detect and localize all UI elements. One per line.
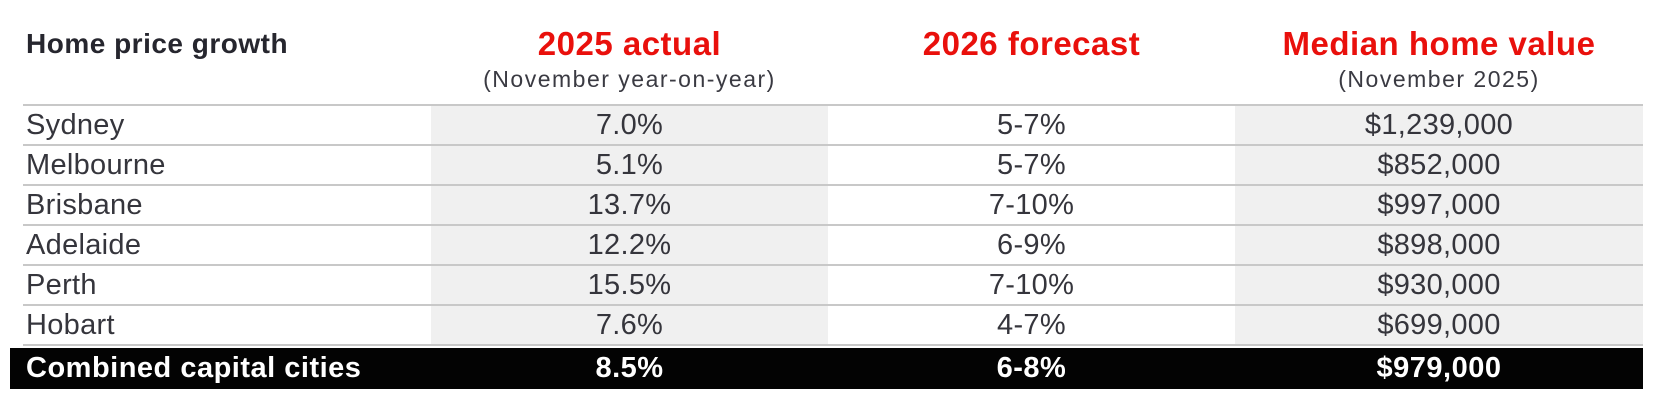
summary-label-cell: Combined capital cities — [26, 352, 362, 384]
city-cell: Adelaide — [26, 228, 142, 261]
actual-2025-cell: 12.2% — [431, 226, 828, 264]
median-value-cell: $699,000 — [1235, 306, 1643, 344]
table-row-perth: Perth 15.5% 7-10% $930,000 — [23, 264, 1643, 304]
city-cell: Sydney — [26, 108, 125, 141]
forecast-2026-cell: 7-10% — [988, 188, 1075, 221]
city-cell: Melbourne — [26, 148, 166, 181]
summary-actual-2025-cell: 8.5% — [595, 352, 664, 384]
table-body: Sydney 7.0% 5-7% $1,239,000 Melbourne 5.… — [23, 104, 1643, 346]
summary-median-value-cell: $979,000 — [1376, 352, 1502, 384]
column-subheader-2025-actual: (November year-on-year) — [483, 66, 776, 92]
column-header-2025-actual: 2025 actual — [537, 25, 722, 62]
actual-2025-cell: 7.6% — [431, 306, 828, 344]
forecast-2026-cell: 4-7% — [997, 308, 1066, 341]
median-value-cell: $930,000 — [1235, 266, 1643, 304]
table-row-melbourne: Melbourne 5.1% 5-7% $852,000 — [23, 144, 1643, 184]
table-header-row: Home price growth 2025 actual (November … — [23, 0, 1643, 104]
forecast-2026-cell: 6-9% — [997, 228, 1066, 261]
summary-row-combined-capitals: Combined capital cities 8.5% 6-8% $979,0… — [10, 348, 1643, 389]
table-row-sydney: Sydney 7.0% 5-7% $1,239,000 — [23, 104, 1643, 144]
actual-2025-cell: 7.0% — [431, 106, 828, 144]
actual-2025-cell: 5.1% — [431, 146, 828, 184]
header-cell-2026-forecast: 2026 forecast — [828, 26, 1235, 104]
median-value-cell: $898,000 — [1235, 226, 1643, 264]
table-row-hobart: Hobart 7.6% 4-7% $699,000 — [23, 304, 1643, 344]
table-title: Home price growth — [26, 28, 289, 59]
median-value-cell: $852,000 — [1235, 146, 1643, 184]
column-subheader-median-home-value: (November 2025) — [1338, 66, 1540, 92]
city-cell: Hobart — [26, 308, 115, 341]
table-row-adelaide: Adelaide 12.2% 6-9% $898,000 — [23, 224, 1643, 264]
header-cell-2025-actual: 2025 actual (November year-on-year) — [431, 26, 828, 104]
summary-forecast-2026-cell: 6-8% — [996, 352, 1067, 384]
city-cell: Perth — [26, 268, 97, 301]
median-value-cell: $997,000 — [1235, 186, 1643, 224]
column-header-median-home-value: Median home value — [1282, 25, 1596, 62]
header-cell-median-home-value: Median home value (November 2025) — [1235, 26, 1643, 104]
city-cell: Brisbane — [26, 188, 143, 221]
median-value-cell: $1,239,000 — [1235, 106, 1643, 144]
header-cell-title: Home price growth — [23, 26, 431, 104]
table-row-brisbane: Brisbane 13.7% 7-10% $997,000 — [23, 184, 1643, 224]
forecast-2026-cell: 5-7% — [997, 108, 1066, 141]
actual-2025-cell: 15.5% — [431, 266, 828, 304]
forecast-2026-cell: 7-10% — [988, 268, 1075, 301]
forecast-2026-cell: 5-7% — [997, 148, 1066, 181]
actual-2025-cell: 13.7% — [431, 186, 828, 224]
column-header-2026-forecast: 2026 forecast — [922, 25, 1141, 62]
